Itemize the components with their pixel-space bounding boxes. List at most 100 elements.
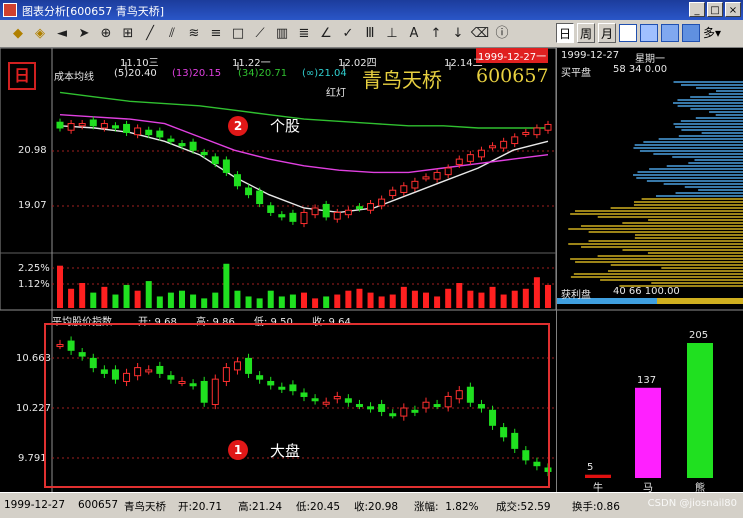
candle-body bbox=[267, 205, 275, 213]
cycle-icon[interactable]: Ⅲ bbox=[365, 26, 375, 41]
cursor-icon[interactable]: ➤ bbox=[78, 26, 90, 41]
status-bar: 1999-12-27 600657 青鸟天桥 开:20.71 高:21.24 低… bbox=[0, 492, 743, 518]
index-candle-body bbox=[289, 384, 297, 392]
index-candle-body bbox=[211, 378, 219, 406]
top-panel-frame bbox=[0, 48, 556, 311]
volume-bar bbox=[389, 294, 396, 308]
date-axis-label: 11.10三 bbox=[120, 58, 159, 69]
side-weekday: 星期一 bbox=[635, 54, 665, 65]
volume-bar bbox=[411, 290, 418, 308]
index-candle-body bbox=[466, 386, 474, 403]
volume-bar bbox=[245, 296, 252, 308]
period-week-button[interactable]: 周 bbox=[577, 23, 595, 43]
window-layout-icon[interactable] bbox=[619, 24, 637, 42]
index-candle-body bbox=[389, 413, 397, 417]
info-icon[interactable]: ⓘ bbox=[495, 26, 509, 41]
index-candle-body bbox=[367, 406, 375, 410]
kline-chart-svg[interactable] bbox=[0, 48, 556, 492]
date-axis-label: 12.02四 bbox=[338, 58, 377, 69]
parallel-lines-icon[interactable]: ⫽ bbox=[169, 26, 175, 41]
minimize-button[interactable]: _ bbox=[689, 2, 705, 17]
period-day-button[interactable]: 日 bbox=[556, 23, 574, 43]
sentiment-bar-category: 熊 bbox=[695, 483, 705, 494]
line-icon[interactable]: ╱ bbox=[146, 26, 154, 41]
sentiment-bar bbox=[635, 387, 661, 478]
profit-value: 40 66 100.00 bbox=[613, 286, 680, 297]
index-header-close: 收: 9.64 bbox=[312, 317, 351, 328]
index-candle-body bbox=[355, 404, 363, 408]
volume-bar bbox=[445, 288, 452, 308]
gann-icon[interactable]: ▥ bbox=[275, 26, 289, 41]
index-candle-body bbox=[156, 365, 164, 374]
annotation-text-2: 个股 bbox=[270, 117, 301, 135]
status-code: 600657 bbox=[78, 499, 119, 511]
volume-bar bbox=[212, 292, 219, 308]
status-turnover-rate: 换手:0.86 bbox=[572, 501, 620, 513]
diamond-icon[interactable]: ◈ bbox=[35, 26, 45, 41]
fan-icon[interactable]: ≡ bbox=[210, 26, 222, 41]
maximize-button[interactable]: □ bbox=[707, 2, 723, 17]
up-arrow-icon[interactable]: ↑ bbox=[430, 26, 442, 41]
candle-body bbox=[367, 203, 375, 211]
volume-bar bbox=[456, 283, 463, 308]
side-date: 1999-12-27 bbox=[561, 50, 620, 61]
ma-line bbox=[59, 125, 549, 214]
zoom-in-icon[interactable]: ⊕ bbox=[100, 26, 112, 41]
text-icon[interactable]: A bbox=[409, 26, 419, 41]
chart-main-area[interactable]: 日 成本均线 (5)20.40 (13)20.15 (34)20.71 (∞)2… bbox=[0, 48, 556, 492]
hongdeng-label: 红灯 bbox=[326, 88, 346, 99]
ray-icon[interactable]: ⟋ bbox=[255, 26, 265, 41]
index-candle-body bbox=[333, 395, 341, 400]
candle-body bbox=[333, 211, 341, 220]
status-turnover-vol: 成交:52.59 bbox=[496, 501, 551, 513]
split-window-icon[interactable] bbox=[661, 24, 679, 42]
candle-body bbox=[344, 209, 352, 216]
index-candle-body bbox=[522, 450, 530, 461]
pin-icon[interactable]: ◆ bbox=[13, 26, 23, 41]
more-menu-button[interactable]: 多▾ bbox=[703, 26, 722, 40]
sentiment-bar-category: 马 bbox=[643, 483, 653, 494]
period-month-button[interactable]: 月 bbox=[598, 23, 616, 43]
close-button[interactable]: × bbox=[725, 2, 741, 17]
index-candle-body bbox=[245, 357, 253, 374]
zoom-fit-icon[interactable]: ⊞ bbox=[122, 26, 134, 41]
candle-body bbox=[222, 159, 230, 173]
down-arrow-icon[interactable]: ↓ bbox=[452, 26, 464, 41]
index-header-open: 开: 9.68 bbox=[138, 317, 177, 328]
tick-icon[interactable]: ✓ bbox=[342, 26, 354, 41]
date-axis-label: 11.22一 bbox=[232, 58, 271, 69]
delete-icon[interactable]: ⌫ bbox=[470, 26, 490, 41]
index-candle-body bbox=[344, 398, 352, 403]
sentiment-bar bbox=[585, 474, 611, 478]
fibonacci-icon[interactable]: ≣ bbox=[298, 26, 310, 41]
volume-bar bbox=[500, 294, 507, 308]
measure-icon[interactable]: ⊥ bbox=[386, 26, 398, 41]
candle-body bbox=[211, 156, 219, 165]
sentiment-bar-value: 137 bbox=[637, 374, 657, 386]
watermark: CSDN @jiosnail80 bbox=[647, 498, 737, 509]
arrow-left-icon[interactable]: ◄ bbox=[57, 26, 67, 41]
cursor-date-box: 1999-12-27一 bbox=[476, 48, 549, 63]
index-tick-3: 9.791 bbox=[18, 453, 47, 464]
volume-bar bbox=[367, 292, 374, 308]
candle-body bbox=[311, 207, 319, 216]
volume-bar bbox=[201, 298, 208, 308]
status-close: 收:20.98 bbox=[354, 501, 399, 513]
status-high: 高:21.24 bbox=[238, 501, 283, 513]
index-candle-body bbox=[123, 372, 131, 382]
index-tick-2: 10.227 bbox=[16, 403, 51, 414]
angle-icon[interactable]: ∠ bbox=[320, 26, 332, 41]
volume-bar bbox=[356, 288, 363, 308]
tile-window-icon[interactable] bbox=[682, 24, 700, 42]
candle-body bbox=[422, 176, 430, 180]
index-candle-body bbox=[477, 404, 485, 409]
rectangle-icon[interactable]: □ bbox=[231, 26, 245, 41]
index-candle-body bbox=[189, 383, 197, 387]
candle-body bbox=[322, 203, 330, 218]
annotation-badge-2: 2 bbox=[228, 116, 248, 136]
index-candle-body bbox=[378, 404, 386, 412]
ma-inf-value: (∞)21.04 bbox=[302, 68, 347, 79]
channel-icon[interactable]: ≋ bbox=[188, 26, 200, 41]
multi-window-icon[interactable] bbox=[640, 24, 658, 42]
volume-bar bbox=[156, 296, 163, 308]
